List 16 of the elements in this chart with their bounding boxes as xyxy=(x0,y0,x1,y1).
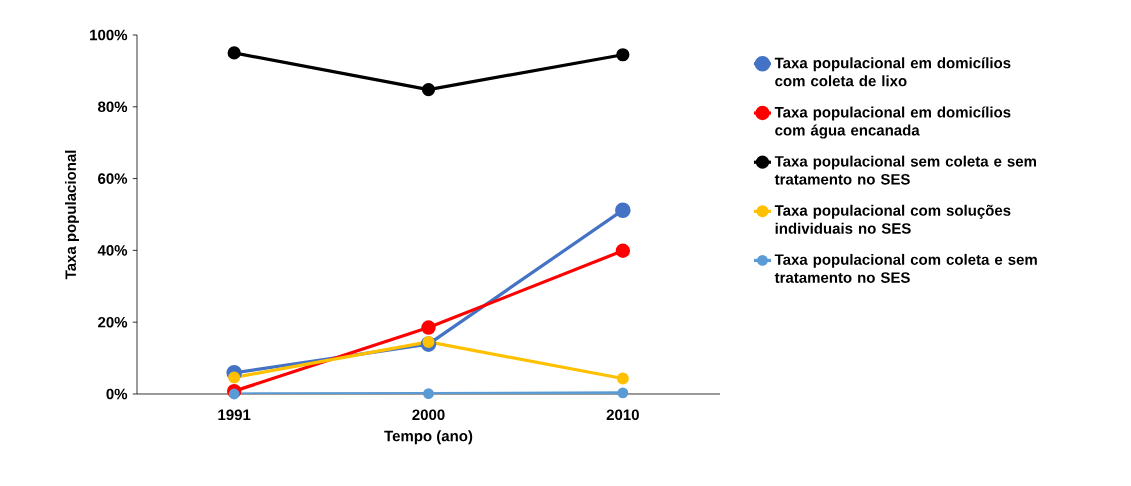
x-tick-label: 2010 xyxy=(606,409,639,421)
y-tick-label: 20% xyxy=(98,316,128,328)
y-tick-label: 40% xyxy=(97,245,128,256)
y-axis-title: Taxa populacional xyxy=(65,150,79,280)
x-tick-label: 2000 xyxy=(412,409,445,421)
legend-label: Taxa populacional com coleta e sem tratamento no SES xyxy=(774,253,1037,283)
legend-label: Taxa populacional em domicílios com coleta de lixo xyxy=(774,57,1011,87)
legend-label: Taxa populacional com soluções individuais no SES xyxy=(774,204,1011,234)
y-tick-label: 60% xyxy=(98,173,128,184)
y-tick-label: 0% xyxy=(106,388,128,400)
x-axis-title: Tempo (ano) xyxy=(384,430,473,445)
legend-label: Taxa populacional sem coleta e sem tratamento no SES xyxy=(774,155,1036,185)
legend-label: Taxa populacional em domicílios com água encanada xyxy=(774,106,1011,139)
y-tick-label: 100% xyxy=(90,29,128,41)
y-tick-label: 80% xyxy=(97,101,128,113)
x-tick-label: 1991 xyxy=(218,409,251,421)
